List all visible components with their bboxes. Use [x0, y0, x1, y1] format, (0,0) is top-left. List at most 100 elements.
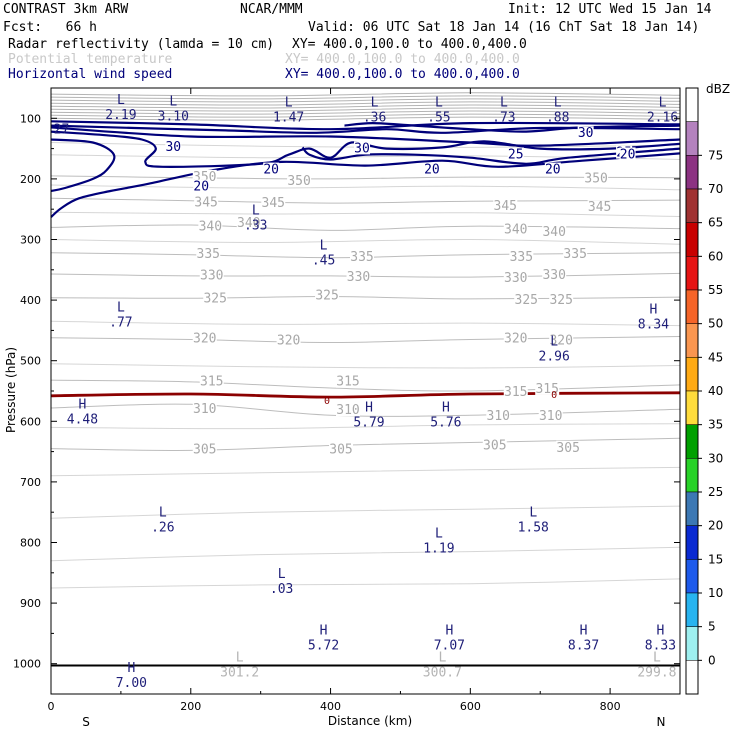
reflectivity-label: 0	[324, 396, 330, 407]
partial-extremum-value: 27	[54, 122, 70, 137]
wind-label-bg	[423, 162, 440, 176]
theta-label-bg	[276, 333, 301, 347]
forecast-hour: Fcst: 66 h	[3, 20, 97, 35]
theta-label-bg	[192, 331, 217, 345]
extremum-value: .73	[492, 111, 515, 126]
theta-label-bg	[549, 333, 574, 347]
theta-minor-line	[50, 238, 681, 245]
extremum-value: 1.58	[518, 520, 549, 535]
theta-label: 340	[542, 225, 565, 240]
wind-label-bg	[577, 126, 594, 140]
extremum-type: L	[117, 300, 125, 315]
theta-label-bg	[542, 268, 567, 282]
extremum-value: 8.33	[645, 638, 676, 653]
theta-label-bg	[509, 249, 534, 263]
theta-upper-line	[50, 110, 681, 115]
wind-line-extra	[50, 124, 681, 134]
extremum-type: L	[500, 96, 508, 111]
extremum-value: .26	[151, 520, 174, 535]
extremum-type: H	[657, 623, 665, 638]
init-time: Init: 12 UTC Wed 15 Jan 14	[508, 2, 712, 17]
wind-label: 30	[354, 141, 370, 156]
extremum-type: H	[580, 623, 588, 638]
extremum-type: L	[554, 96, 562, 111]
colorbar-swatch	[685, 592, 699, 627]
wind-label-bg	[165, 140, 182, 154]
reflectivity-zero-line	[50, 391, 681, 399]
theta-label-bg	[199, 268, 224, 282]
theta-upper-line	[50, 104, 681, 109]
theta-minor-line	[50, 546, 681, 562]
wind-label: 20	[263, 163, 279, 178]
field-2-xy: XY= 400.0,100.0 to 400.0,400.0	[285, 52, 520, 67]
theta-label-bg	[336, 374, 361, 388]
theta-label-bg	[538, 409, 563, 423]
extremum-type: H	[79, 397, 87, 412]
extremum-value: 1.47	[273, 111, 304, 126]
theta-label: 330	[347, 270, 370, 285]
extremum-type: H	[320, 623, 328, 638]
theta-label: 330	[200, 269, 223, 284]
theta-label: 320	[504, 332, 527, 347]
wind-line-25	[50, 126, 681, 147]
wind-label-bg	[354, 141, 371, 155]
colorbar-label: 15	[708, 552, 723, 566]
colorbar-title: dBZ	[706, 82, 730, 96]
colorbar-swatch	[685, 121, 699, 156]
extremum-value: .36	[363, 111, 386, 126]
theta-line-350	[50, 175, 681, 180]
extremum-value: 300.7	[423, 666, 462, 681]
reflectivity-contours	[50, 391, 681, 667]
potential-temperature-contours	[50, 92, 681, 589]
y-tick-label: 200	[20, 173, 41, 186]
theta-line-315	[50, 379, 681, 392]
extremum-value: .77	[109, 315, 132, 330]
theta-label: 340	[237, 216, 260, 231]
extremum-value: 3.10	[158, 109, 189, 124]
wind-line-extra	[301, 146, 681, 165]
extremum-value: 5.79	[353, 415, 384, 430]
theta-label: 330	[542, 268, 565, 283]
x-tick-label: 200	[180, 700, 201, 713]
colorbar-swatch	[685, 424, 699, 459]
field-2-name: Potential temperature	[8, 52, 173, 67]
field-1-xy: XY= 400.0,100.0 to 400.0,400.0	[292, 37, 527, 52]
colorbar-swatch	[685, 323, 699, 358]
theta-upper-line	[50, 107, 681, 112]
extremum-value: 2.16	[647, 111, 678, 126]
model-title: CONTRAST 3km ARW	[3, 2, 128, 17]
theta-minor-line	[50, 320, 681, 327]
colorbar-label: 5	[708, 620, 716, 634]
theta-label: 325	[549, 293, 572, 308]
x-tick-label: 400	[320, 700, 341, 713]
extremum-type: L	[438, 651, 446, 666]
extremum-type: H	[365, 400, 373, 415]
colorbar-label: 20	[708, 519, 723, 533]
theta-upper-line	[50, 116, 681, 121]
theta-label-bg	[350, 249, 375, 263]
colorbar-label: 40	[708, 384, 723, 398]
extremum-value: 2.96	[539, 349, 570, 364]
extremum-type: L	[653, 651, 661, 666]
theta-label: 350	[584, 172, 607, 187]
theta-label: 340	[199, 220, 222, 235]
valid-time: Valid: 06 UTC Sat 18 Jan 14 (16 ChT Sat …	[308, 20, 699, 35]
wind-label: 25	[508, 147, 524, 162]
wind-line-extra	[50, 130, 681, 168]
colorbar-label: 50	[708, 317, 723, 331]
extremum-type: L	[435, 96, 443, 111]
extremum-type: L	[550, 334, 558, 349]
colorbar-label: 35	[708, 418, 723, 432]
colorbar: 0 5 10 15 20 25 30 35 40 45 50 55 60 65 70 75 dBZ	[685, 82, 730, 695]
theta-line-305	[50, 437, 681, 451]
colorbar-swatch	[685, 559, 699, 594]
theta-label-bg	[556, 440, 581, 454]
theta-label-bg	[542, 225, 567, 239]
theta-upper-line	[50, 101, 681, 106]
y-tick-label: 300	[20, 234, 41, 247]
extremum-type: H	[650, 302, 658, 317]
extremum-value: 2.19	[105, 108, 136, 123]
wind-label: 20	[620, 147, 636, 162]
y-tick-label: 500	[20, 355, 41, 368]
theta-label: 305	[193, 443, 216, 458]
